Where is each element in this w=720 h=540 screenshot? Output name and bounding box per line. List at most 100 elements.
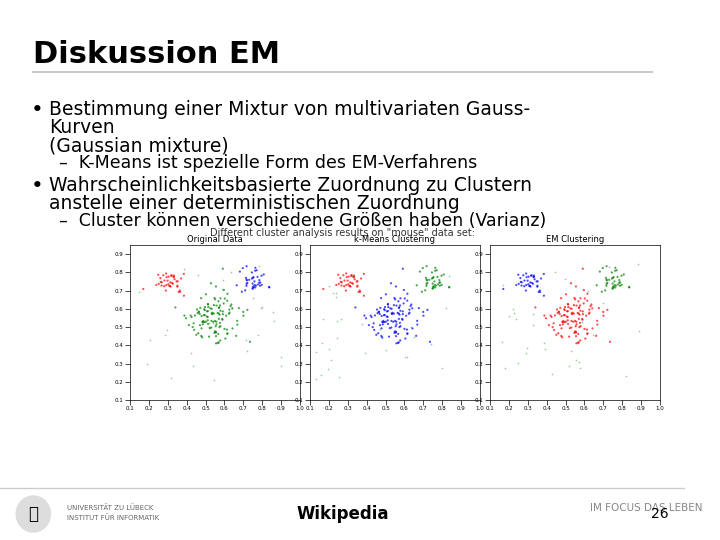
Point — [310, 348, 322, 356]
Point — [432, 273, 444, 281]
Point — [209, 294, 220, 302]
Point — [172, 277, 184, 286]
Point — [247, 284, 258, 292]
Point — [217, 315, 228, 324]
Point — [323, 364, 334, 373]
Point — [562, 303, 574, 312]
Point — [217, 275, 229, 284]
Point — [341, 281, 352, 289]
Point — [405, 322, 417, 331]
Point — [213, 303, 225, 312]
Point — [610, 281, 621, 290]
Point — [379, 305, 390, 314]
Point — [218, 299, 230, 308]
Text: •: • — [30, 176, 43, 196]
Point — [240, 275, 252, 284]
Point — [565, 279, 577, 287]
Point — [253, 261, 264, 270]
Point — [577, 307, 588, 316]
Point — [258, 270, 269, 279]
Point — [587, 304, 598, 313]
Point — [210, 282, 222, 291]
Point — [178, 269, 189, 278]
Point — [166, 271, 177, 280]
Point — [214, 310, 225, 319]
Point — [227, 324, 238, 333]
Point — [584, 308, 595, 317]
Point — [215, 294, 226, 302]
Point — [391, 320, 402, 329]
Point — [538, 292, 549, 300]
Point — [577, 315, 588, 324]
Point — [553, 308, 564, 316]
Title: EM Clustering: EM Clustering — [546, 235, 604, 244]
Text: anstelle einer deterministischen Zuordnung: anstelle einer deterministischen Zuordnu… — [50, 194, 460, 213]
Point — [168, 273, 179, 281]
Point — [253, 278, 265, 287]
Point — [573, 303, 585, 312]
Text: Bestimmung einer Mixtur von multivariaten Gauss-: Bestimmung einer Mixtur von multivariate… — [50, 100, 531, 119]
Point — [596, 287, 608, 296]
Point — [222, 329, 233, 338]
Point — [372, 305, 383, 314]
Text: 🏛: 🏛 — [28, 505, 38, 523]
Point — [582, 296, 593, 305]
Point — [185, 311, 197, 320]
Point — [508, 308, 520, 317]
Point — [567, 318, 579, 326]
Point — [582, 329, 593, 338]
Point — [161, 269, 172, 278]
Point — [179, 265, 190, 274]
Point — [214, 319, 225, 327]
Point — [382, 320, 394, 328]
Point — [381, 312, 392, 321]
Point — [562, 307, 574, 315]
Point — [257, 302, 269, 311]
Point — [527, 310, 539, 319]
Point — [562, 316, 574, 325]
Point — [382, 307, 394, 315]
Point — [160, 286, 171, 295]
Point — [212, 329, 224, 338]
Point — [188, 319, 199, 328]
Point — [633, 260, 644, 269]
Point — [377, 318, 388, 326]
Point — [256, 281, 267, 289]
Point — [348, 273, 360, 281]
Point — [310, 375, 322, 384]
Point — [240, 262, 252, 271]
Point — [166, 279, 178, 287]
Point — [570, 316, 581, 325]
Point — [583, 309, 595, 318]
Point — [215, 301, 226, 310]
Point — [399, 325, 410, 333]
Point — [428, 273, 439, 281]
Point — [373, 307, 384, 316]
Point — [379, 306, 390, 314]
Point — [382, 316, 394, 325]
Point — [324, 345, 336, 353]
Point — [538, 339, 549, 348]
Point — [343, 272, 354, 281]
Point — [513, 280, 524, 288]
Point — [593, 304, 605, 313]
Point — [608, 273, 619, 281]
Point — [210, 295, 221, 303]
Point — [577, 310, 589, 319]
Point — [379, 310, 390, 319]
Point — [224, 308, 235, 317]
Point — [351, 277, 362, 286]
Point — [557, 318, 569, 326]
Point — [393, 338, 405, 347]
Point — [343, 280, 354, 288]
Text: IM FOCUS DAS LEBEN: IM FOCUS DAS LEBEN — [590, 503, 703, 513]
Point — [562, 300, 574, 308]
Point — [254, 278, 266, 287]
Point — [402, 329, 413, 338]
Point — [197, 333, 208, 342]
Point — [212, 297, 224, 306]
Point — [582, 286, 593, 295]
Point — [562, 320, 574, 328]
Point — [238, 308, 249, 316]
Point — [376, 312, 387, 320]
